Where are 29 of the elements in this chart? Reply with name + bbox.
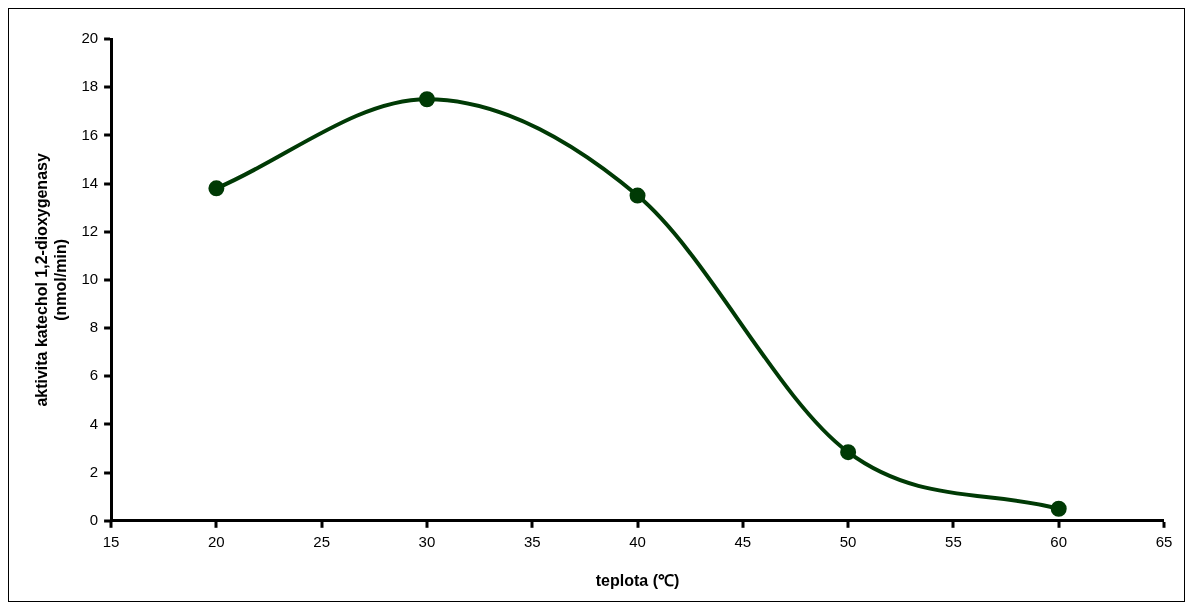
y-tick-label: 4 xyxy=(89,414,99,432)
point xyxy=(418,91,435,108)
x-tick-label: 35 xyxy=(523,532,541,550)
point xyxy=(840,444,857,461)
x-tick-label: 20 xyxy=(208,532,225,550)
x-tick-label: 40 xyxy=(629,532,646,550)
y-tick-label: 0 xyxy=(89,510,99,528)
y-tick-label: 6 xyxy=(89,366,99,384)
y-axis-title: aktivita katechol 1,2-dioxygenasy (nmol/min) xyxy=(33,153,70,407)
y-tick-label: 2 xyxy=(89,462,99,480)
point xyxy=(1050,500,1067,517)
y-tick-label: 8 xyxy=(89,318,99,336)
x-tick-label: 55 xyxy=(945,532,962,550)
y-tick-label: 10 xyxy=(81,270,99,288)
x-tick-label: 50 xyxy=(839,532,857,550)
x-tick-label: 65 xyxy=(1155,532,1173,550)
x-tick-label: 60 xyxy=(1050,532,1068,550)
y-tick-label: 18 xyxy=(81,77,99,95)
x-tick-label: 25 xyxy=(313,532,331,550)
y-tick-label: 16 xyxy=(81,125,99,143)
x-axis-title: teplota (℃) xyxy=(595,571,680,589)
point xyxy=(629,187,646,204)
y-tick-label: 12 xyxy=(81,221,99,239)
x-tick-label: 30 xyxy=(418,532,436,550)
x-tick-label: 45 xyxy=(734,532,752,550)
y-tick-label: 14 xyxy=(81,173,99,191)
point xyxy=(208,180,225,197)
y-tick-label: 20 xyxy=(81,29,99,47)
x-tick-label: 15 xyxy=(102,532,120,550)
